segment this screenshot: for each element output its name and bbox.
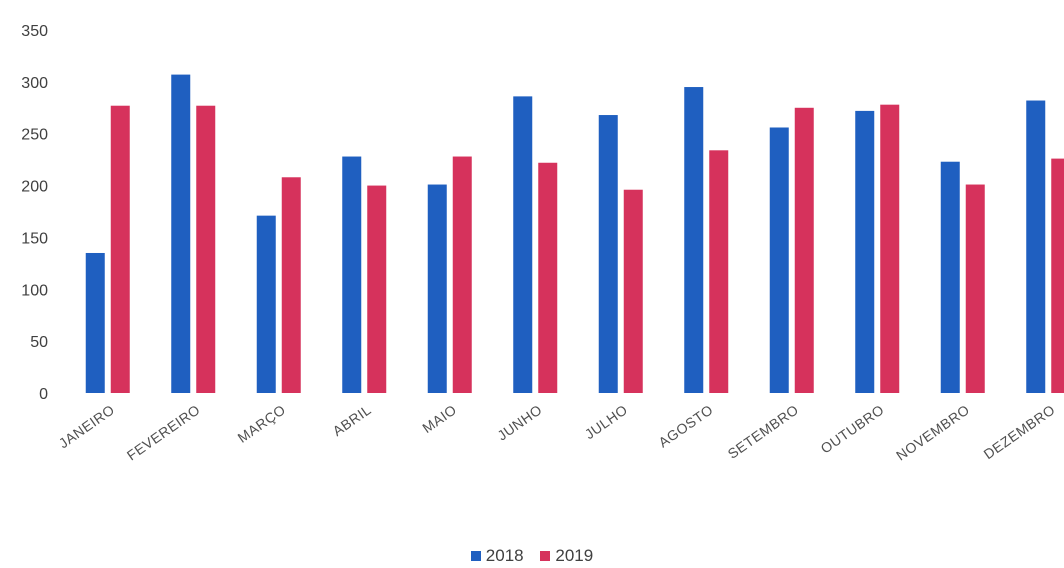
bar-2018-janeiro <box>85 252 105 393</box>
bars <box>85 74 1064 394</box>
legend: 2018 2019 <box>0 546 1064 566</box>
bar-2019-julho <box>623 189 643 393</box>
bar-2018-março <box>256 215 276 393</box>
bar-2019-março <box>281 177 301 393</box>
bar-2019-janeiro <box>110 105 130 393</box>
x-axis: JANEIRO FEVEREIRO MARÇO ABRIL MAIO JUNHO JULHO… <box>56 401 1058 463</box>
bar-2018-agosto <box>684 87 704 394</box>
x-tick-label: ABRIL <box>330 401 374 439</box>
y-tick-label: 200 <box>21 179 48 196</box>
bar-2019-junho <box>538 162 558 393</box>
bar-2018-julho <box>598 115 618 393</box>
y-tick-label: 150 <box>21 230 48 247</box>
bar-2018-abril <box>342 156 362 393</box>
bar-2018-dezembro <box>1026 100 1046 394</box>
bar-2019-fevereiro <box>196 105 216 393</box>
legend-item-2019: 2019 <box>540 546 593 566</box>
x-tick-label: MAIO <box>419 401 459 436</box>
bar-2019-maio <box>452 156 472 393</box>
bar-2019-dezembro <box>1051 158 1064 393</box>
y-tick-label: 300 <box>21 75 48 92</box>
y-tick-label: 350 <box>21 23 48 40</box>
bar-2019-abril <box>367 185 387 393</box>
y-tick-label: 50 <box>30 334 48 351</box>
x-tick-label: SETEMBRO <box>725 401 802 461</box>
x-tick-label: OUTUBRO <box>818 401 887 456</box>
x-tick-label: JULHO <box>582 401 631 442</box>
bar-2019-setembro <box>794 107 814 394</box>
legend-item-2018: 2018 <box>470 546 524 566</box>
x-tick-label: FEVEREIRO <box>124 401 203 463</box>
x-tick-label: DEZEMBRO <box>981 401 1058 462</box>
legend-label-2019: 2019 <box>555 546 594 565</box>
x-tick-label: NOVEMBRO <box>893 401 972 463</box>
bar-2018-setembro <box>769 127 789 394</box>
y-axis: 0 50 100 150 200 250 300 350 <box>21 23 48 403</box>
x-tick-label: JUNHO <box>494 401 545 443</box>
bar-2019-novembro <box>965 184 985 393</box>
x-tick-label: AGOSTO <box>655 401 716 450</box>
bar-2018-maio <box>427 184 447 393</box>
legend-swatch-2019 <box>540 551 551 561</box>
x-tick-label: JANEIRO <box>56 401 118 451</box>
legend-swatch-2018 <box>470 551 481 561</box>
bar-2018-outubro <box>855 110 875 393</box>
bar-2018-junho <box>513 96 533 394</box>
bar-2019-agosto <box>709 150 729 393</box>
bar-2018-fevereiro <box>171 74 191 394</box>
bar-2019-outubro <box>880 104 900 393</box>
y-tick-label: 100 <box>21 282 48 299</box>
legend-label-2018: 2018 <box>485 546 524 565</box>
x-tick-label: MARÇO <box>235 401 289 445</box>
bar-2018-novembro <box>940 161 960 393</box>
y-tick-label: 250 <box>21 127 48 144</box>
y-tick-label: 0 <box>39 386 48 403</box>
